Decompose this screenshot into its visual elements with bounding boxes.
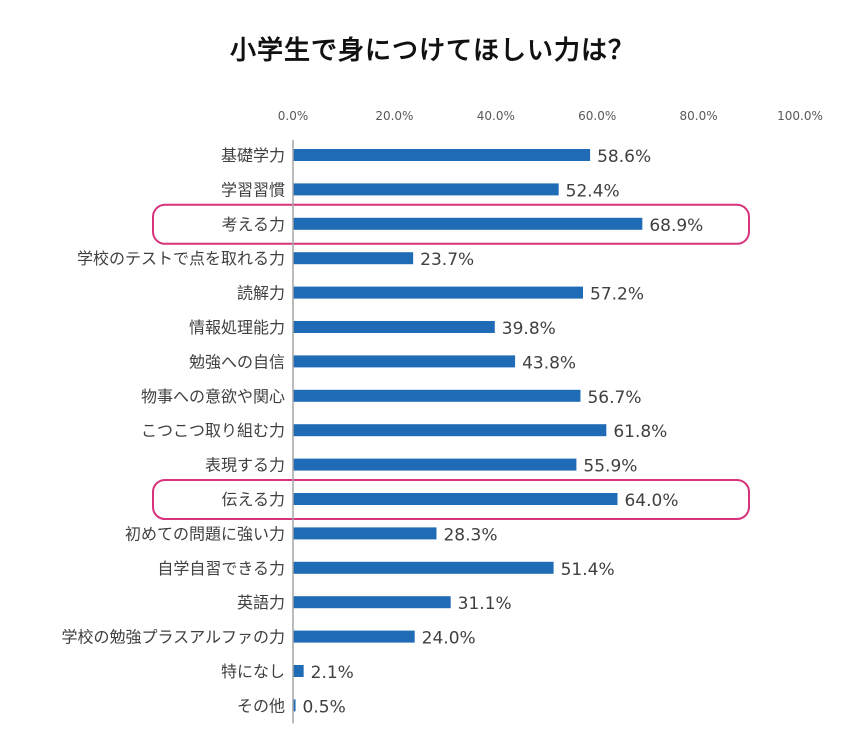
category-label: その他 xyxy=(237,696,285,715)
category-label: 勉強への自信 xyxy=(189,352,285,371)
bar xyxy=(293,493,618,505)
value-label: 55.9% xyxy=(583,457,637,477)
bar xyxy=(293,252,414,265)
highlight-box xyxy=(152,479,750,520)
category-label: 情報処理能力 xyxy=(189,318,285,337)
value-label: 23.7% xyxy=(420,250,474,270)
value-label: 0.5% xyxy=(303,697,346,717)
value-label: 52.4% xyxy=(566,181,620,201)
category-label: 特になし xyxy=(221,662,285,681)
x-tick-label: 80.0% xyxy=(680,109,718,123)
bar xyxy=(293,286,584,299)
bar xyxy=(293,630,415,643)
x-tick-label: 0.0% xyxy=(278,109,309,123)
highlight-boxes xyxy=(152,203,750,520)
category-label: こつこつ取り組む力 xyxy=(141,421,285,440)
highlight-box xyxy=(152,203,750,245)
bar xyxy=(293,149,591,161)
category-labels: 基礎学力学習習慣考える力学校のテストで点を取れる力読解力情報処理能力勉強への自信… xyxy=(61,146,285,715)
bar xyxy=(293,561,554,574)
category-label: 自学自習できる力 xyxy=(157,559,285,578)
bars xyxy=(293,149,643,712)
value-label: 24.0% xyxy=(422,629,476,649)
value-label: 57.2% xyxy=(590,285,644,305)
x-tick-label: 40.0% xyxy=(477,109,515,123)
bar xyxy=(293,424,607,437)
value-label: 61.8% xyxy=(613,422,667,442)
category-label: 学校の勉強プラスアルファの力 xyxy=(61,628,285,647)
category-label: 物事への意欲や関心 xyxy=(141,387,285,406)
category-label: 考える力 xyxy=(221,215,285,234)
bar xyxy=(293,699,296,712)
bar xyxy=(293,527,437,540)
value-label: 2.1% xyxy=(311,663,354,683)
bar xyxy=(293,183,559,196)
value-label: 28.3% xyxy=(443,525,497,545)
category-label: 学校のテストで点を取れる力 xyxy=(77,249,285,268)
x-tick-label: 100.0% xyxy=(777,109,823,123)
bar xyxy=(293,596,451,609)
chart-title: 小学生で身につけてほしい力は？ xyxy=(229,36,635,66)
bar xyxy=(293,458,577,471)
category-label: 読解力 xyxy=(237,284,285,303)
category-label: 伝える力 xyxy=(221,490,285,509)
category-label: 基礎学力 xyxy=(221,146,285,165)
bar xyxy=(293,321,495,333)
value-label: 56.7% xyxy=(587,388,641,408)
value-label: 43.8% xyxy=(522,353,576,373)
bar xyxy=(293,217,643,230)
value-label: 51.4% xyxy=(561,560,615,580)
category-label: 英語力 xyxy=(237,593,285,612)
bar xyxy=(293,355,516,368)
category-label: 学習習慣 xyxy=(221,180,285,199)
x-tick-label: 20.0% xyxy=(375,109,413,123)
bar xyxy=(293,389,581,402)
value-label: 68.9% xyxy=(649,216,703,236)
category-label: 初めての問題に強い力 xyxy=(125,524,285,543)
x-axis-ticks: 0.0% 20.0% 40.0% 60.0% 80.0% 100.0% xyxy=(278,109,823,123)
bar xyxy=(293,665,304,677)
value-label: 58.6% xyxy=(597,147,651,167)
category-label: 表現する力 xyxy=(205,456,285,475)
value-labels: 58.6% 52.4% 68.9% 23.7% 57.2% 39.8% 43.8% 56.7%… xyxy=(303,147,704,717)
x-tick-label: 60.0% xyxy=(578,109,616,123)
value-label: 31.1% xyxy=(458,594,512,614)
value-label: 39.8% xyxy=(502,319,556,339)
value-label: 64.0% xyxy=(624,491,678,511)
